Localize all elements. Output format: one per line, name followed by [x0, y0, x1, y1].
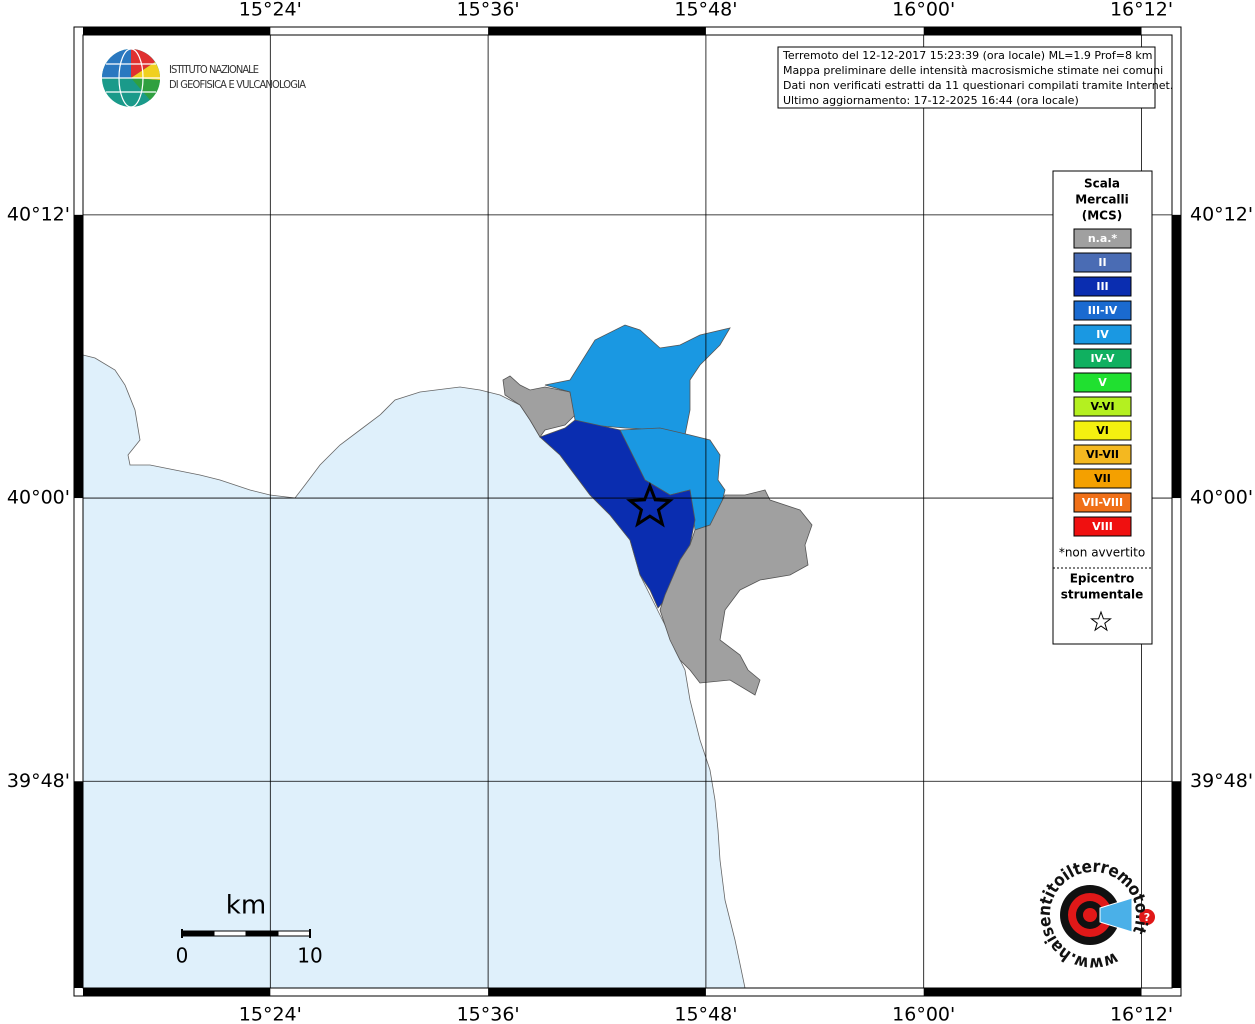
frame-bar [923, 27, 1142, 35]
info-line: Dati non verificati estratti da 11 quest… [783, 79, 1173, 92]
frame-bar [74, 214, 83, 499]
info-line: Ultimo aggiornamento: 17-12-2025 16:44 (… [783, 94, 1079, 107]
lon-tick-label: 16°00' [892, 0, 955, 21]
scale-segment [213, 930, 247, 937]
legend-title: (MCS) [1082, 209, 1123, 223]
legend-swatch [1073, 324, 1132, 345]
lon-tick-label: 15°24' [239, 1004, 302, 1024]
legend-title: Scala [1084, 177, 1120, 191]
legend-label: III-IV [1088, 304, 1118, 317]
legend-swatch [1073, 252, 1132, 273]
frame-bar [74, 781, 83, 988]
legend-label: III [1096, 280, 1108, 293]
svg-text:?: ? [1144, 911, 1150, 924]
frame-bar [488, 988, 706, 996]
frame-bar [488, 27, 706, 35]
lon-tick-label: 15°24' [239, 0, 302, 21]
lat-tick-label: 40°00' [7, 487, 70, 509]
scale-label: 0 [176, 944, 189, 968]
legend-swatch [1073, 348, 1132, 369]
frame-bar [923, 988, 1142, 996]
lat-tick-label: 40°00' [1190, 487, 1253, 509]
lon-tick-label: 15°48' [674, 1004, 737, 1024]
legend-label: V [1098, 376, 1107, 389]
legend-swatch [1073, 516, 1132, 537]
lat-tick-label: 40°12' [7, 203, 70, 225]
scale-segment [245, 930, 279, 937]
legend-swatch [1073, 492, 1132, 513]
legend-label: VII-VIII [1082, 496, 1123, 509]
info-box [777, 46, 1156, 109]
scale-segment [277, 930, 311, 937]
scale-unit: km [226, 891, 266, 921]
lat-tick-label: 39°48' [1190, 770, 1253, 792]
lat-tick-label: 39°48' [7, 770, 70, 792]
legend-swatch [1073, 420, 1132, 441]
municipality-area [502, 375, 576, 438]
legend-epicenter-symbol [1090, 610, 1112, 632]
logo-text: ISTITUTO NAZIONALE [169, 63, 259, 76]
scale-label: 10 [297, 944, 322, 968]
ingv-logo: ISTITUTO NAZIONALE DI GEOFISICA E VULCAN… [102, 48, 306, 108]
legend-title: Mercalli [1075, 193, 1129, 207]
lon-tick-label: 16°12' [1110, 1004, 1173, 1024]
lon-tick-label: 16°00' [892, 1004, 955, 1024]
epicenter [626, 481, 674, 528]
lon-tick-label: 15°36' [457, 1004, 520, 1024]
legend-swatch [1073, 444, 1132, 465]
municipality-area [659, 489, 813, 696]
legend-note: *non avvertito [1059, 546, 1145, 560]
legend-epicenter-label: strumentale [1061, 588, 1144, 602]
legend-label: VI [1096, 424, 1109, 437]
legend-swatch [1073, 372, 1132, 393]
scale-segment [181, 930, 215, 937]
legend-swatch [1073, 228, 1132, 249]
info-line: Mappa preliminare delle intensità macros… [783, 64, 1163, 77]
frame-bar [1172, 781, 1181, 988]
legend-swatch [1073, 468, 1132, 489]
frame-bar [83, 988, 271, 996]
lon-tick-label: 16°12' [1110, 0, 1173, 21]
info-line: Terremoto del 12-12-2017 15:23:39 (ora l… [782, 49, 1153, 62]
logo-text: DI GEOFISICA E VULCANOLOGIA [169, 78, 306, 91]
legend-label: VI-VII [1086, 448, 1119, 461]
lon-tick-label: 15°36' [457, 0, 520, 21]
legend-label: II [1098, 256, 1106, 269]
legend-label: VII [1094, 472, 1111, 485]
sea [82, 354, 746, 989]
legend-label: VIII [1092, 520, 1113, 533]
legend-swatch [1073, 300, 1132, 321]
lon-tick-label: 15°48' [674, 0, 737, 21]
legend-label: n.a.* [1088, 232, 1118, 245]
legend-label: IV-V [1090, 352, 1115, 365]
legend-label: IV [1096, 328, 1109, 341]
frame-bar [1172, 214, 1181, 499]
legend-epicenter-label: Epicentro [1070, 572, 1135, 586]
legend-label: V-VI [1090, 400, 1114, 413]
frame-bar [83, 27, 271, 35]
lat-tick-label: 40°12' [1190, 203, 1253, 225]
legend-swatch [1073, 396, 1132, 417]
legend-swatch [1073, 276, 1132, 297]
